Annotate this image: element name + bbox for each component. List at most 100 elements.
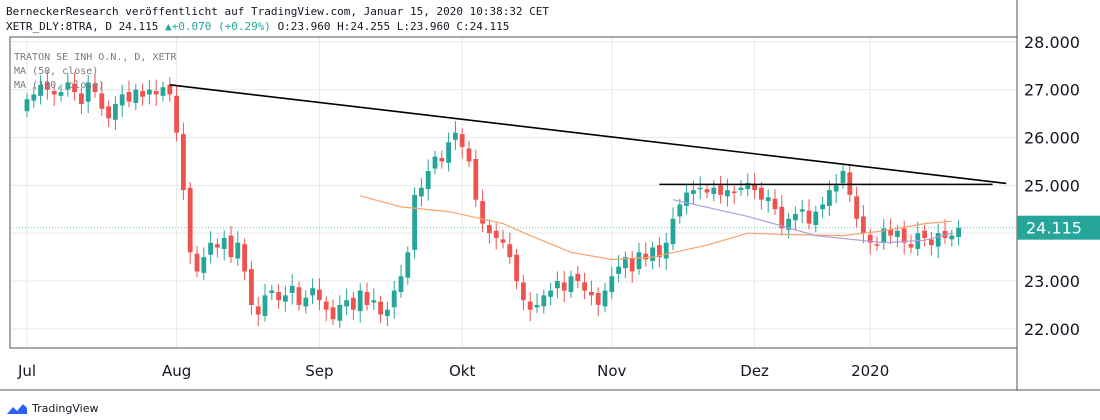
- candle-body: [521, 282, 526, 301]
- candle-body: [697, 187, 703, 190]
- candle-body: [561, 282, 567, 291]
- candle-body: [446, 142, 451, 163]
- candle-body: [398, 276, 404, 293]
- candle-body: [242, 244, 247, 272]
- candle-body: [568, 276, 574, 293]
- candle-body: [548, 290, 553, 297]
- candle-body: [833, 185, 839, 192]
- candle-body: [371, 300, 377, 303]
- candle-body: [113, 103, 118, 120]
- x-tick-label: Dez: [740, 362, 769, 380]
- candle-body: [589, 292, 594, 296]
- candle-body: [677, 204, 683, 217]
- candle-body: [759, 187, 764, 200]
- candle-body: [344, 300, 349, 307]
- candle-body: [269, 290, 275, 293]
- candle-body: [895, 230, 900, 237]
- candle-body: [235, 242, 241, 259]
- candle-body: [228, 235, 234, 258]
- candle-body: [820, 204, 825, 210]
- candle-body: [779, 206, 785, 229]
- candle-body: [881, 228, 887, 243]
- candle-body: [582, 282, 587, 291]
- y-tick-label: 25.000: [1024, 176, 1080, 195]
- tradingview-logo-icon: [7, 403, 27, 414]
- candle-body: [745, 182, 751, 190]
- candle-body: [24, 99, 30, 112]
- x-tick-label: Sep: [305, 362, 333, 380]
- candle-body: [119, 94, 125, 106]
- candle-body: [738, 187, 744, 191]
- legend-ma100: MA (100, close): [14, 80, 105, 91]
- candle-body: [908, 244, 914, 248]
- candle-body: [133, 89, 139, 104]
- candle-body: [867, 234, 873, 243]
- candle-body: [439, 158, 445, 162]
- candle-body: [303, 297, 309, 307]
- candle-body: [351, 297, 356, 310]
- last-price-label: 24.115: [1026, 219, 1082, 238]
- candle-body: [772, 198, 778, 210]
- candle-body: [514, 254, 519, 282]
- legend-ma50: MA (50, close): [14, 66, 99, 77]
- change-value: +0.070 (+0.29%): [171, 20, 271, 33]
- up-arrow-icon: ▲: [164, 20, 172, 33]
- x-tick-label: Jul: [17, 362, 36, 380]
- candle-body: [657, 245, 662, 258]
- candle-body: [711, 187, 717, 194]
- candle-body: [929, 239, 934, 246]
- candle-body: [283, 295, 288, 302]
- candle-body: [799, 209, 805, 212]
- candle-body: [854, 196, 859, 219]
- candle-body: [85, 82, 91, 102]
- candle-body: [208, 242, 213, 255]
- candle-body: [296, 287, 302, 305]
- candle-body: [650, 247, 655, 261]
- tradingview-brand: TradingView: [32, 402, 99, 415]
- candle-body: [391, 290, 397, 308]
- candle-body: [92, 83, 98, 93]
- candle-body: [752, 184, 757, 191]
- candle-body: [935, 233, 941, 247]
- candle-body: [623, 257, 628, 269]
- candle-body: [500, 239, 506, 243]
- candle-body: [147, 89, 152, 95]
- candle-body: [874, 244, 880, 246]
- candle-body: [160, 87, 166, 96]
- candle-body: [636, 252, 642, 270]
- candle-body: [99, 93, 105, 109]
- x-tick-label: Nov: [597, 362, 626, 380]
- candle-body: [432, 156, 438, 169]
- candle-body: [670, 218, 676, 245]
- candle-body: [317, 289, 322, 301]
- candle-body: [718, 185, 723, 195]
- candle-body: [65, 82, 71, 90]
- symbol-label: XETR_DLY:8TRA, D: [6, 20, 112, 33]
- y-tick-label: 23.000: [1024, 272, 1080, 291]
- candle-body: [187, 187, 193, 253]
- ma50-line: [360, 195, 952, 261]
- candle-body: [541, 295, 547, 307]
- candle-body: [425, 170, 431, 190]
- candle-body: [663, 242, 669, 259]
- plot-frame: [9, 36, 1018, 349]
- candle-body: [684, 192, 689, 206]
- candle-body: [405, 252, 411, 278]
- candle-body: [330, 307, 336, 320]
- candle-body: [643, 253, 649, 260]
- candle-body: [174, 95, 179, 133]
- y-tick-label: 28.000: [1024, 33, 1080, 52]
- candle-body: [609, 276, 615, 293]
- candle-body: [194, 253, 200, 272]
- candle-body: [861, 216, 866, 234]
- last-price-badge: [1017, 215, 1100, 240]
- candle-body: [725, 190, 730, 197]
- candle-body: [493, 230, 499, 238]
- candle-body: [323, 301, 329, 310]
- ohlc-values: O:23.960 H:24.255 L:23.960 C:24.115: [277, 20, 510, 33]
- candle-body: [51, 91, 57, 95]
- candle-body: [249, 269, 254, 305]
- y-tick-label: 26.000: [1024, 128, 1080, 147]
- candle-body: [289, 285, 295, 293]
